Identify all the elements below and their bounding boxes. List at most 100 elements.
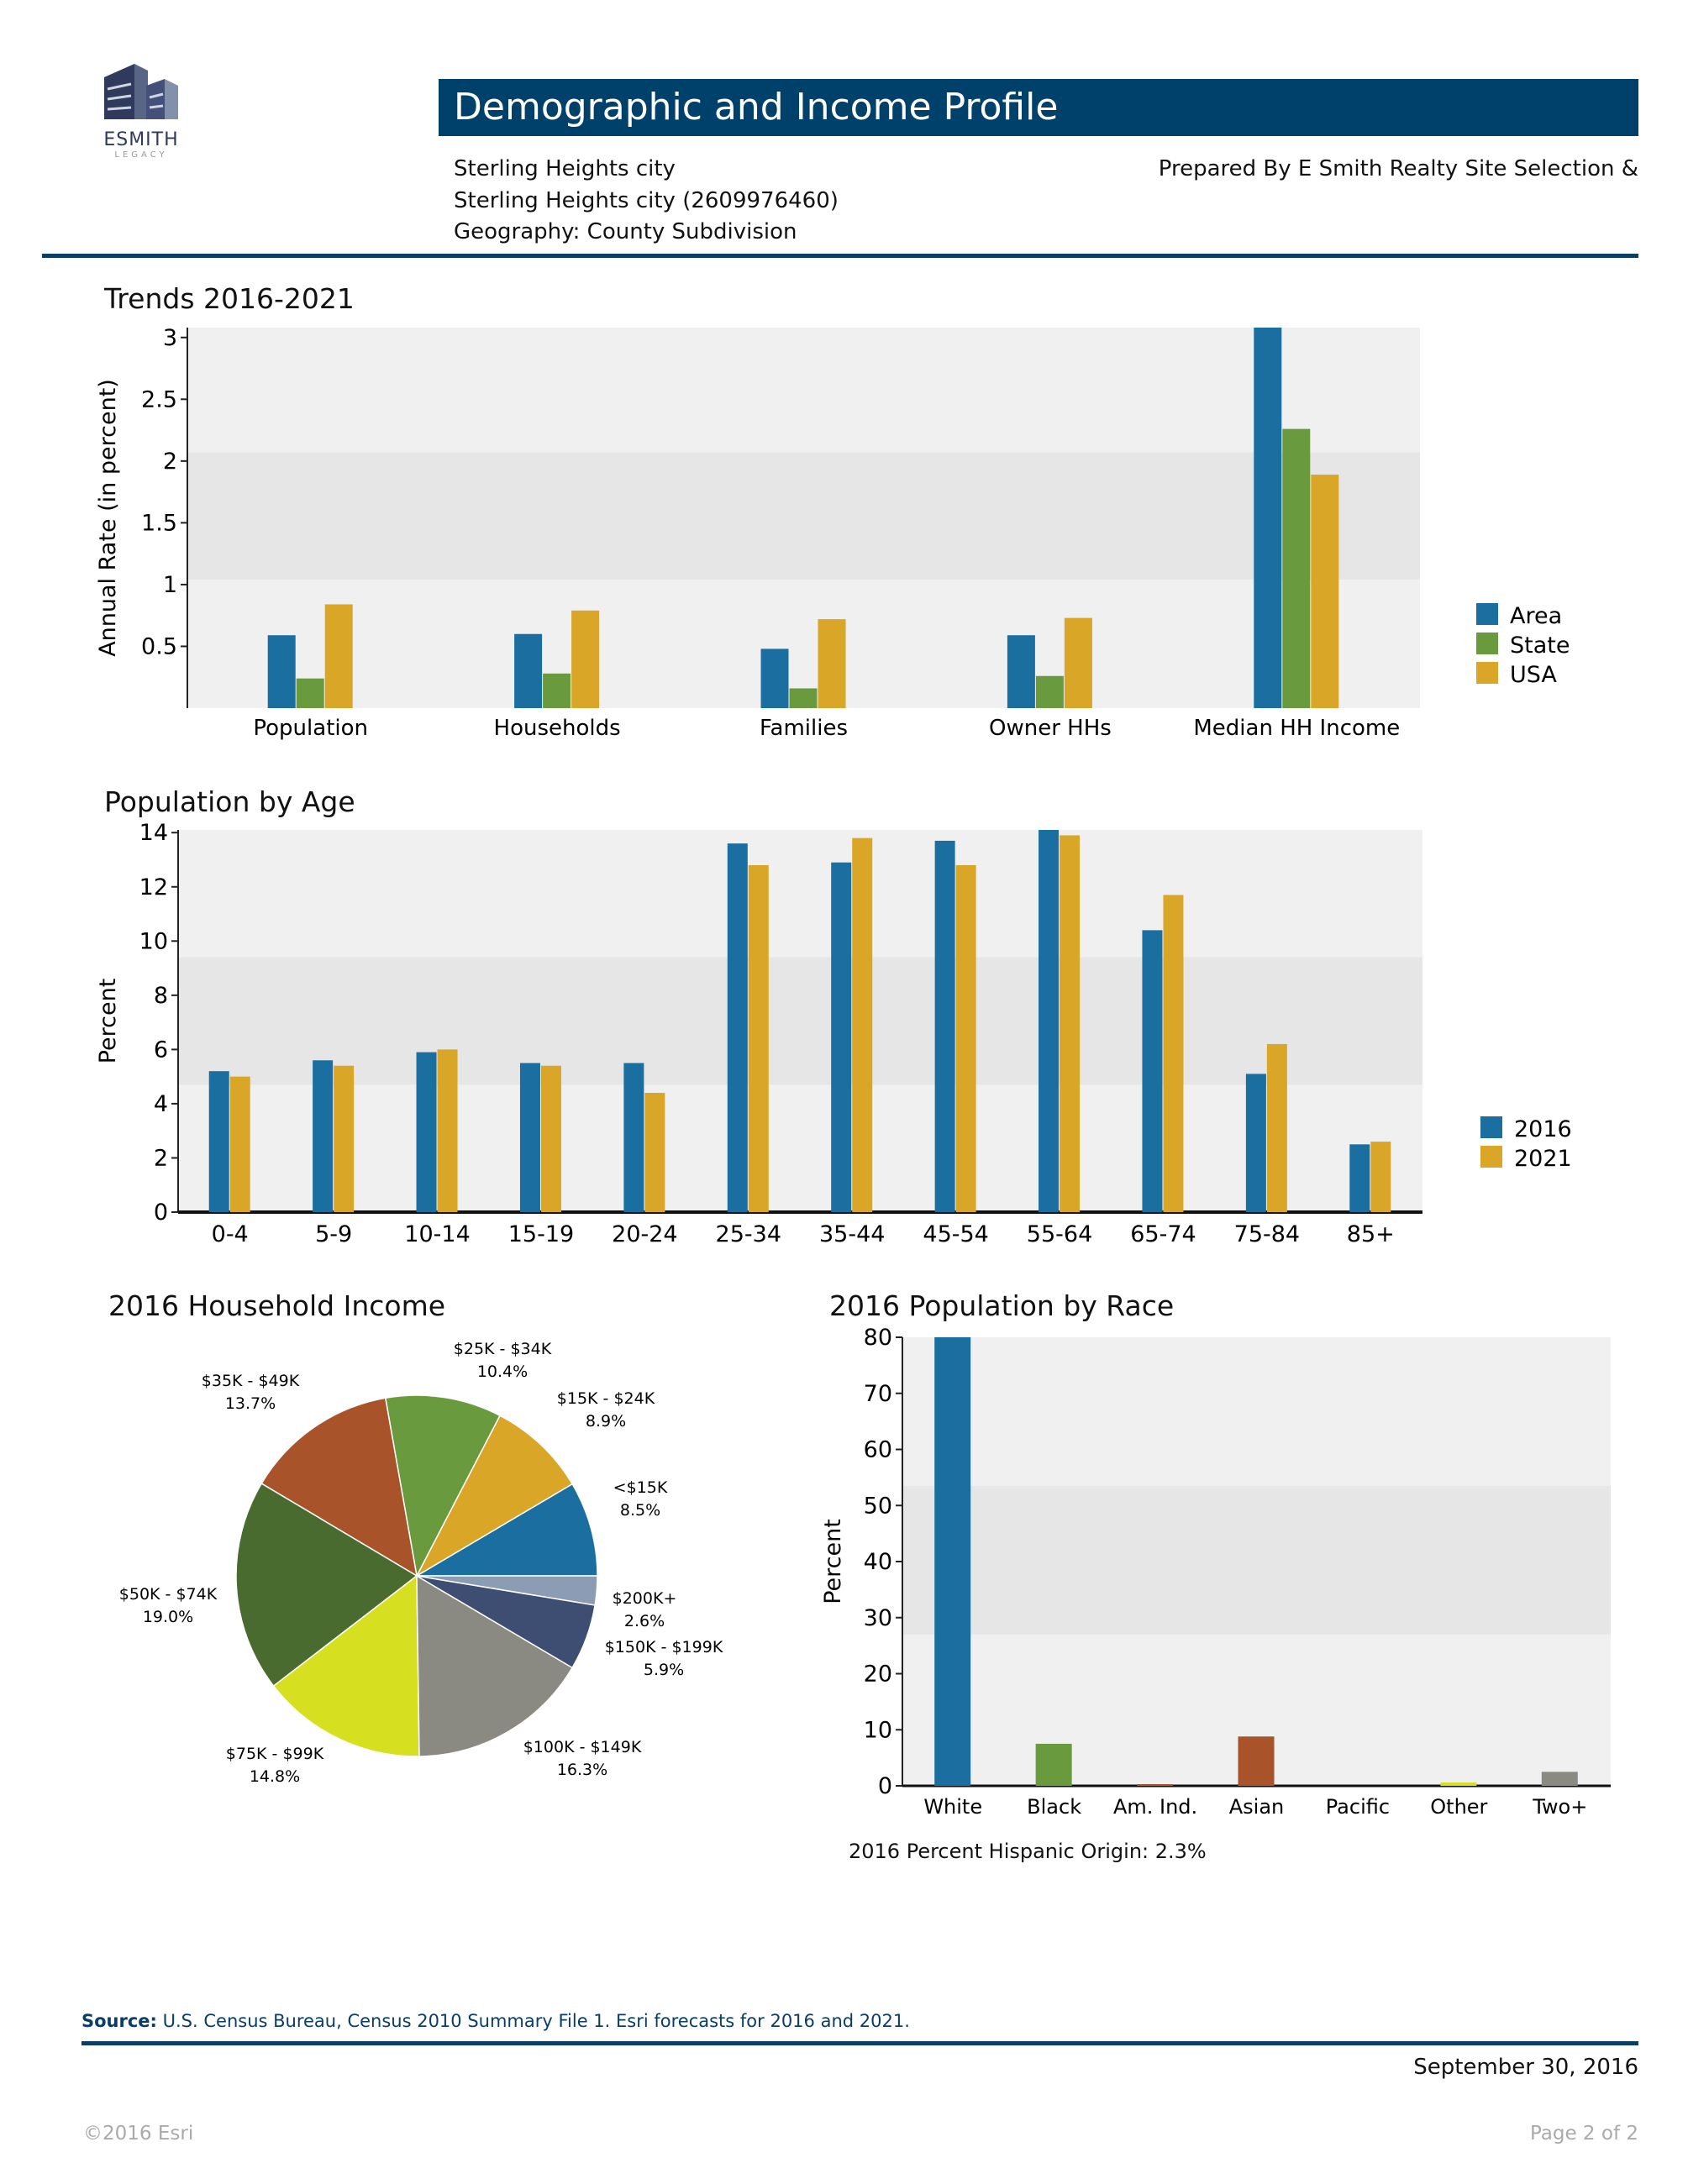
x-tick-label: 25-34 xyxy=(716,1221,781,1247)
y-tick-label: 12 xyxy=(139,874,168,900)
building-logo-icon xyxy=(104,64,178,119)
y-tick-label: 20 xyxy=(864,1662,892,1688)
bar-usa xyxy=(1311,475,1339,708)
y-axis-label: Percent xyxy=(95,979,121,1064)
pie-percent: 19.0% xyxy=(143,1608,193,1626)
pie-slice xyxy=(384,1394,502,1578)
legend-label: 2016 xyxy=(1514,1116,1572,1142)
pie-label: $15K - $24K xyxy=(557,1389,655,1408)
race-title: 2016 Population by Race xyxy=(829,1289,1175,1322)
pie-percent: 8.9% xyxy=(586,1412,626,1431)
x-tick-label: 55-64 xyxy=(1027,1221,1092,1247)
pie-percent: 5.9% xyxy=(644,1661,684,1679)
page-title: Demographic and Income Profile xyxy=(439,79,1638,136)
pie-slice xyxy=(415,1415,574,1578)
income-title: 2016 Household Income xyxy=(108,1289,446,1322)
bar-2016 xyxy=(519,1063,540,1212)
bar-black xyxy=(1035,1743,1072,1786)
bar-2016 xyxy=(208,1071,229,1212)
y-tick-label: 6 xyxy=(154,1037,168,1063)
y-tick-label: 0 xyxy=(878,1773,892,1799)
bar-2016 xyxy=(1039,830,1060,1212)
pie-percent: 2.6% xyxy=(624,1612,665,1630)
bar-2021 xyxy=(540,1065,561,1212)
legend-swatch xyxy=(1480,1116,1502,1138)
y-axis-label: Annual Rate (in percent) xyxy=(95,379,121,657)
plot-band xyxy=(902,1485,1611,1635)
y-tick-label: 2.5 xyxy=(141,386,177,412)
y-tick-label: 1.5 xyxy=(141,510,177,536)
bar-area xyxy=(760,648,789,708)
pie-slice xyxy=(414,1483,598,1577)
x-tick-label: Families xyxy=(760,716,848,741)
geography: Geography: County Subdivision xyxy=(454,219,797,244)
bar-2016 xyxy=(1142,930,1163,1212)
x-tick-label: 0-4 xyxy=(212,1221,249,1247)
x-tick-label: Black xyxy=(1027,1795,1081,1819)
x-tick-label: Two+ xyxy=(1532,1795,1587,1819)
bar-2021 xyxy=(644,1093,665,1212)
pie-label: <$15K xyxy=(613,1478,668,1497)
bar-2016 xyxy=(313,1060,334,1212)
x-tick-label: 35-44 xyxy=(819,1221,885,1247)
pie-label: $100K - $149K xyxy=(523,1738,642,1756)
x-tick-label: 10-14 xyxy=(404,1221,470,1247)
pie-percent: 14.8% xyxy=(250,1767,300,1786)
y-tick-label: 80 xyxy=(864,1325,892,1351)
pie-slice xyxy=(260,1397,418,1578)
bar-2016 xyxy=(934,840,955,1212)
y-tick-label: 50 xyxy=(864,1493,892,1519)
report-date: September 30, 2016 xyxy=(1413,2055,1638,2080)
source-text: U.S. Census Bureau, Census 2010 Summary … xyxy=(156,2011,910,2031)
bar-area xyxy=(514,633,543,708)
bar-2016 xyxy=(416,1052,437,1212)
bar-state xyxy=(789,688,818,708)
x-tick-label: 85+ xyxy=(1347,1221,1395,1247)
header-divider xyxy=(42,254,1638,258)
y-tick-label: 1 xyxy=(163,572,177,598)
x-tick-label: 45-54 xyxy=(923,1221,988,1247)
x-tick-label: 20-24 xyxy=(612,1221,677,1247)
y-tick-label: 10 xyxy=(864,1717,892,1743)
y-tick-label: 14 xyxy=(139,820,168,846)
pie-label: $150K - $199K xyxy=(605,1638,723,1656)
bar-2021 xyxy=(748,864,769,1212)
source-label: Source: xyxy=(82,2011,157,2031)
legend-label: 2021 xyxy=(1514,1146,1572,1172)
legend-swatch xyxy=(1476,662,1498,684)
area-id: Sterling Heights city (2609976460) xyxy=(454,188,839,213)
y-tick-label: 40 xyxy=(864,1549,892,1575)
legend-label: State xyxy=(1510,633,1570,659)
bar-asian xyxy=(1238,1736,1275,1786)
plot-band xyxy=(178,957,1422,1085)
trends-title: Trends 2016-2021 xyxy=(104,282,355,315)
bar-usa xyxy=(818,619,846,708)
footer-divider xyxy=(82,2041,1638,2045)
company-logo: ESMITH LEGACY xyxy=(97,60,185,160)
prepared-by: Prepared By E Smith Realty Site Selectio… xyxy=(1158,156,1638,181)
y-tick-label: 8 xyxy=(154,983,168,1009)
x-tick-label: Am. Ind. xyxy=(1113,1795,1197,1819)
x-tick-label: Owner HHs xyxy=(989,716,1112,741)
pie-label: $50K - $74K xyxy=(119,1585,218,1604)
bar-2016 xyxy=(623,1063,644,1212)
y-tick-label: 2 xyxy=(163,449,177,475)
y-tick-label: 2 xyxy=(154,1145,168,1171)
x-tick-label: Households xyxy=(494,716,621,741)
x-tick-label: White xyxy=(923,1795,982,1819)
logo-text: ESMITH xyxy=(103,129,179,150)
x-tick-label: 15-19 xyxy=(508,1221,574,1247)
pie-label: $75K - $99K xyxy=(226,1745,324,1763)
area-name: Sterling Heights city xyxy=(454,156,676,181)
bar-state xyxy=(543,673,571,708)
pie-label: $200K+ xyxy=(613,1589,677,1608)
bar-2021 xyxy=(955,864,976,1212)
legend-swatch xyxy=(1480,1146,1502,1168)
bar-area xyxy=(1007,635,1035,708)
x-tick-label: Median HH Income xyxy=(1193,716,1400,741)
bar-two- xyxy=(1541,1772,1578,1786)
plot-band xyxy=(187,452,1420,580)
bar-usa xyxy=(571,610,600,708)
bar-usa xyxy=(1064,617,1092,708)
bar-2016 xyxy=(727,843,748,1212)
